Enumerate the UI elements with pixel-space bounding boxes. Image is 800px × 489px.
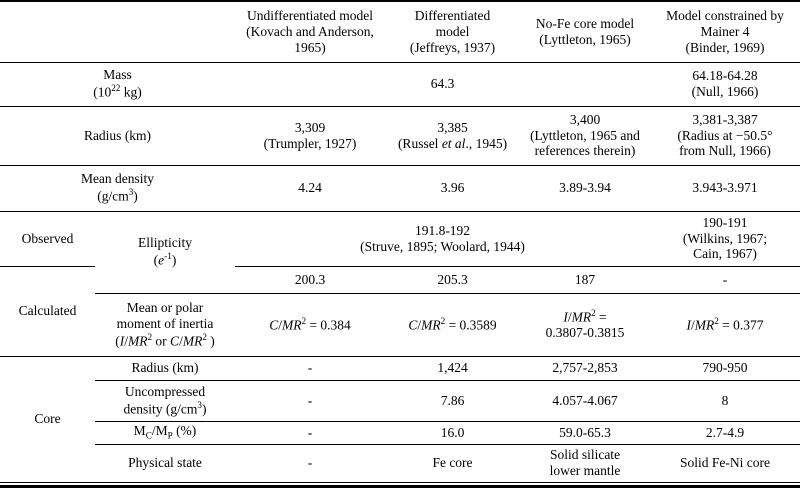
radius-value-differentiated: 3,385 (Russel et al., 1945) bbox=[385, 106, 520, 166]
mean-density-row: Mean density (g/cm3) 4.24 3.96 3.89-3.94 … bbox=[0, 165, 800, 212]
radius-value-no-fe: 3,400 (Lyttleton, 1965 and references ther… bbox=[520, 106, 650, 166]
physical-state-value-undifferentiated: - bbox=[235, 444, 385, 483]
radius-value-mainer4: 3,381-3,387 (Radius at −50.5° from Null, 1… bbox=[650, 106, 800, 166]
header-mainer4-model: Model constrained by Mainer 4 (Binder, 196… bbox=[650, 1, 800, 63]
physical-state-value-differentiated: Fe core bbox=[385, 444, 520, 483]
mean-density-value-mainer4: 3.943-3.971 bbox=[650, 165, 800, 212]
mean-density-label: Mean density (g/cm3) bbox=[0, 165, 235, 212]
physical-state-value-mainer4: Solid Fe-Ni core bbox=[650, 444, 800, 483]
physical-state-label: Physical state bbox=[95, 444, 235, 483]
header-undifferentiated-model: Undifferentiated model (Kovach and Anders… bbox=[235, 1, 385, 63]
ellipticity-calculated-differentiated: 205.3 bbox=[385, 266, 520, 294]
physical-state-value-no-fe: Solid silicate lower mantle bbox=[520, 444, 650, 483]
core-mass-fraction-row: MC/MP (%) - 16.0 59.0-65.3 2.7-4.9 bbox=[0, 421, 800, 445]
header-no-fe-core-model: No-Fe core model (Lyttleton, 1965) bbox=[520, 1, 650, 63]
core-density-value-undifferentiated: - bbox=[235, 380, 385, 422]
core-mass-fraction-value-mainer4: 2.7-4.9 bbox=[650, 421, 800, 445]
mass-row: Mass (1022 kg) 64.3 64.18-64.28 (Null, 196… bbox=[0, 62, 800, 107]
core-radius-row: Core Radius (km) - 1,424 2,757-2,853 790… bbox=[0, 356, 800, 483]
mass-value-mainer4: 64.18-64.28 (Null, 1966) bbox=[650, 62, 800, 107]
mean-density-value-undifferentiated: 4.24 bbox=[235, 165, 385, 212]
moment-value-no-fe: I/MR2 = 0.3807-0.3815 bbox=[520, 293, 650, 357]
core-density-value-no-fe: 4.057-4.067 bbox=[520, 380, 650, 422]
observed-ellipticity-row: Observed Ellipticity (e-1) 191.8-192 (Stru… bbox=[0, 211, 800, 294]
observed-group-label: Observed bbox=[0, 211, 95, 267]
moment-value-mainer4: I/MR2 = 0.377 bbox=[650, 293, 800, 357]
header-spacer-cell bbox=[0, 1, 235, 63]
bottom-double-rule bbox=[0, 484, 800, 488]
core-density-row: Uncompressed density (g/cm3) - 7.86 4.057… bbox=[0, 380, 800, 422]
core-mass-fraction-value-no-fe: 59.0-65.3 bbox=[520, 421, 650, 445]
core-density-value-mainer4: 8 bbox=[650, 380, 800, 422]
radius-value-undifferentiated: 3,309 (Trumpler, 1927) bbox=[235, 106, 385, 166]
moment-of-inertia-row: Mean or polar moment of inertia (I/MR2 or … bbox=[0, 293, 800, 357]
core-group-label: Core bbox=[0, 356, 95, 483]
calculated-group-label: Calculated bbox=[0, 266, 95, 357]
core-density-label: Uncompressed density (g/cm3) bbox=[95, 380, 235, 422]
ellipticity-calculated-mainer4: - bbox=[650, 266, 800, 294]
physical-state-row: Physical state - Fe core Solid silicate l… bbox=[0, 444, 800, 483]
mean-density-value-differentiated: 3.96 bbox=[385, 165, 520, 212]
core-mass-fraction-label: MC/MP (%) bbox=[95, 421, 235, 445]
mass-label: Mass (1022 kg) bbox=[0, 62, 235, 107]
core-radius-value-differentiated: 1,424 bbox=[385, 356, 520, 381]
core-radius-value-no-fe: 2,757-2,853 bbox=[520, 356, 650, 381]
ellipticity-calculated-no-fe: 187 bbox=[520, 266, 650, 294]
ellipticity-observed-common: 191.8-192 (Struve, 1895; Woolard, 1944) bbox=[235, 211, 650, 267]
radius-label: Radius (km) bbox=[0, 106, 235, 166]
mean-density-value-no-fe: 3.89-3.94 bbox=[520, 165, 650, 212]
ellipticity-observed-mainer4: 190-191 (Wilkins, 1967; Cain, 1967) bbox=[650, 211, 800, 267]
core-mass-fraction-value-differentiated: 16.0 bbox=[385, 421, 520, 445]
core-density-value-differentiated: 7.86 bbox=[385, 380, 520, 422]
moment-value-differentiated: C/MR2 = 0.3589 bbox=[385, 293, 520, 357]
core-radius-value-mainer4: 790-950 bbox=[650, 356, 800, 381]
moment-of-inertia-label: Mean or polar moment of inertia (I/MR2 or … bbox=[95, 293, 235, 357]
calculated-ellipticity-row: Calculated 200.3 205.3 187 - bbox=[0, 266, 800, 357]
core-radius-label: Radius (km) bbox=[95, 356, 235, 381]
header-differentiated-model: Differentiated model (Jeffreys, 1937) bbox=[385, 1, 520, 63]
core-mass-fraction-value-undifferentiated: - bbox=[235, 421, 385, 445]
core-radius-value-undifferentiated: - bbox=[235, 356, 385, 381]
ellipticity-calculated-undifferentiated: 200.3 bbox=[235, 266, 385, 294]
header-row: Undifferentiated model (Kovach and Anders… bbox=[0, 1, 800, 63]
mass-value-common: 64.3 bbox=[235, 62, 650, 107]
radius-row: Radius (km) 3,309 (Trumpler, 1927) 3,385(… bbox=[0, 106, 800, 166]
moment-value-undifferentiated: C/MR2 = 0.384 bbox=[235, 293, 385, 357]
ellipticity-label: Ellipticity (e-1) bbox=[95, 211, 235, 294]
